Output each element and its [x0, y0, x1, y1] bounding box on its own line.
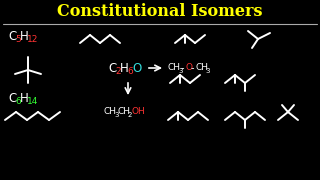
Text: CH: CH [195, 64, 208, 73]
Text: H: H [120, 62, 129, 75]
Text: H: H [20, 91, 29, 105]
Text: -: - [181, 63, 185, 73]
Text: H: H [20, 30, 29, 44]
Text: 2: 2 [115, 66, 121, 75]
Text: 6: 6 [127, 66, 133, 75]
Text: O: O [185, 64, 192, 73]
Text: 3: 3 [205, 68, 210, 74]
Text: CH: CH [104, 107, 117, 116]
Text: O: O [132, 62, 141, 75]
Text: 12: 12 [27, 35, 38, 44]
Text: 5: 5 [15, 35, 21, 44]
Text: C: C [8, 30, 16, 44]
Text: CH: CH [168, 64, 181, 73]
Text: C: C [8, 91, 16, 105]
Text: 3: 3 [114, 112, 118, 118]
Text: 3: 3 [178, 68, 182, 74]
Text: CH: CH [118, 107, 131, 116]
Text: C: C [108, 62, 116, 75]
Text: 6: 6 [15, 96, 21, 105]
Text: 2: 2 [128, 112, 132, 118]
Text: OH: OH [132, 107, 146, 116]
Text: -: - [191, 63, 195, 73]
Text: Constitutional Isomers: Constitutional Isomers [57, 3, 263, 21]
Text: 14: 14 [27, 96, 38, 105]
